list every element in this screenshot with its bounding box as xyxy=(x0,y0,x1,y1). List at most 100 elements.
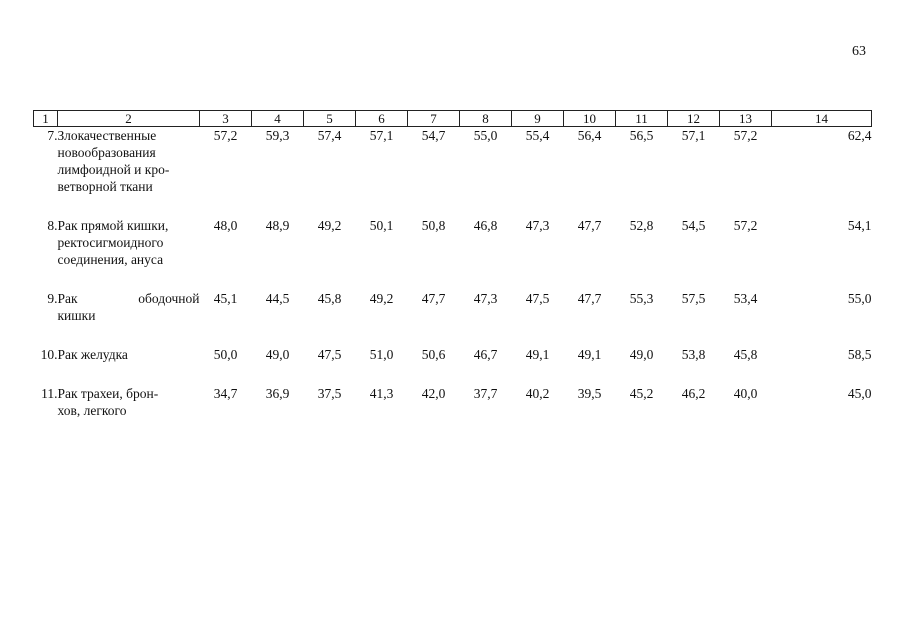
value-cell-col-11: 45,2 xyxy=(629,386,654,401)
row-spacer-cell xyxy=(34,268,872,290)
table-body: 7. Злокачественные новообразования лимфоидн… xyxy=(34,127,872,420)
row-spacer-cell xyxy=(34,195,872,217)
column-header-3: 3 xyxy=(199,110,252,127)
column-number-header-row: 1 2 3 4 5 6 7 8 9 10 11 12 13 14 xyxy=(33,110,872,127)
row-spacer xyxy=(34,363,872,385)
row-label-line: кишки xyxy=(57,308,96,323)
table-row: 8. Рак прямой кишки, ректосигмоидного соеди… xyxy=(34,217,872,268)
value-cell-col-14: 45,0 xyxy=(847,386,872,401)
row-label-line: лимфоидной и кро- xyxy=(57,162,170,177)
table-row: 11. Рак трахеи, брон-хов, легкого 34,7 36,9… xyxy=(34,385,872,419)
value-cell-col-7: 54,7 xyxy=(421,128,446,143)
column-header-11: 11 xyxy=(615,110,668,127)
value-cell-col-4: 49,0 xyxy=(265,347,290,362)
column-header-4: 4 xyxy=(251,110,304,127)
value-cell-col-7: 42,0 xyxy=(421,386,446,401)
statistics-table: 1 2 3 4 5 6 7 8 9 10 11 12 13 14 7. Злокачественные нов… xyxy=(33,110,872,419)
row-label: Рак прямой кишки, ректосигмоидного соедине… xyxy=(58,217,200,268)
row-label: Рак трахеи, брон-хов, легкого xyxy=(58,385,200,419)
page-number: 63 xyxy=(852,44,866,59)
row-label-line: Рак прямой кишки, xyxy=(57,218,169,233)
value-cell-col-12: 46,2 xyxy=(681,386,706,401)
value-cell-col-14: 55,0 xyxy=(847,291,872,306)
value-cell-col-5: 37,5 xyxy=(317,386,342,401)
value-cell-col-12: 53,8 xyxy=(681,347,706,362)
value-cell-col-12: 57,5 xyxy=(681,291,706,306)
value-cell-col-7: 47,7 xyxy=(421,291,446,306)
value-cell-col-13: 53,4 xyxy=(733,291,758,306)
value-cell-col-5: 47,5 xyxy=(317,347,342,362)
value-cell-col-11: 55,3 xyxy=(629,291,654,306)
value-cell-col-14: 58,5 xyxy=(847,347,872,362)
column-header-8: 8 xyxy=(459,110,512,127)
row-spacer xyxy=(34,324,872,346)
value-cell-col-5: 57,4 xyxy=(317,128,342,143)
column-header-12: 12 xyxy=(667,110,720,127)
value-cell-col-13: 57,2 xyxy=(733,218,758,233)
value-cell-col-6: 51,0 xyxy=(369,347,394,362)
row-label-line: соединения, ануса xyxy=(57,252,164,267)
row-label-line: Рак желудка xyxy=(57,347,128,362)
table-row: 10. Рак желудка 50,0 49,0 47,5 51,0 50,6 46,7 49… xyxy=(34,346,872,363)
row-label: Рак желудка xyxy=(58,346,200,363)
column-header-13: 13 xyxy=(719,110,772,127)
value-cell-col-14: 62,4 xyxy=(847,128,872,143)
table-row: 9. Рак ободочной кишки 45,1 44,5 45,8 49,2 47,7… xyxy=(34,290,872,324)
value-cell-col-8: 37,7 xyxy=(473,386,498,401)
row-number: 10. xyxy=(40,347,58,362)
column-header-5: 5 xyxy=(303,110,356,127)
column-header-1: 1 xyxy=(33,110,58,127)
value-cell-col-7: 50,8 xyxy=(421,218,446,233)
row-spacer-cell xyxy=(34,363,872,385)
value-cell-col-9: 40,2 xyxy=(525,386,550,401)
value-cell-col-3: 45,1 xyxy=(213,291,238,306)
value-cell-col-10: 56,4 xyxy=(577,128,602,143)
row-label-line: новообразования xyxy=(57,145,156,160)
value-cell-col-11: 52,8 xyxy=(629,218,654,233)
value-cell-col-4: 36,9 xyxy=(265,386,290,401)
column-header-7: 7 xyxy=(407,110,460,127)
row-number: 8. xyxy=(47,218,58,233)
row-label-line: хов, легкого xyxy=(57,403,127,418)
row-label: Рак ободочной кишки xyxy=(58,290,200,324)
column-header-14: 14 xyxy=(771,110,872,127)
value-cell-col-5: 49,2 xyxy=(317,218,342,233)
value-cell-col-9: 55,4 xyxy=(525,128,550,143)
row-label-line: Злокачественные xyxy=(57,128,157,143)
value-cell-col-11: 49,0 xyxy=(629,347,654,362)
value-cell-col-11: 56,5 xyxy=(629,128,654,143)
column-header-2: 2 xyxy=(57,110,200,127)
row-label-line: Рак ободочной xyxy=(57,291,200,306)
value-cell-col-10: 47,7 xyxy=(577,291,602,306)
value-cell-col-9: 47,3 xyxy=(525,218,550,233)
value-cell-col-8: 46,8 xyxy=(473,218,498,233)
value-cell-col-4: 48,9 xyxy=(265,218,290,233)
value-cell-col-3: 48,0 xyxy=(213,218,238,233)
column-header-9: 9 xyxy=(511,110,564,127)
value-cell-col-4: 59,3 xyxy=(265,128,290,143)
value-cell-col-3: 50,0 xyxy=(213,347,238,362)
value-cell-col-6: 41,3 xyxy=(369,386,394,401)
column-header-10: 10 xyxy=(563,110,616,127)
value-cell-col-12: 57,1 xyxy=(681,128,706,143)
column-header-6: 6 xyxy=(355,110,408,127)
value-cell-col-13: 45,8 xyxy=(733,347,758,362)
value-cell-col-13: 57,2 xyxy=(733,128,758,143)
value-cell-col-10: 47,7 xyxy=(577,218,602,233)
value-cell-col-8: 46,7 xyxy=(473,347,498,362)
value-cell-col-3: 57,2 xyxy=(213,128,238,143)
value-cell-col-10: 49,1 xyxy=(577,347,602,362)
row-number: 9. xyxy=(47,291,58,306)
value-cell-col-6: 57,1 xyxy=(369,128,394,143)
row-label: Злокачественные новообразования лимфоидной… xyxy=(58,127,200,196)
value-cell-col-7: 50,6 xyxy=(421,347,446,362)
value-cell-col-14: 54,1 xyxy=(847,218,872,233)
row-spacer-cell xyxy=(34,324,872,346)
table-row: 7. Злокачественные новообразования лимфоидн… xyxy=(34,127,872,196)
value-cell-col-8: 55,0 xyxy=(473,128,498,143)
row-spacer xyxy=(34,268,872,290)
row-number: 7. xyxy=(47,128,58,143)
row-label-line: ветворной ткани xyxy=(57,179,153,194)
value-cell-col-10: 39,5 xyxy=(577,386,602,401)
value-cell-col-9: 49,1 xyxy=(525,347,550,362)
